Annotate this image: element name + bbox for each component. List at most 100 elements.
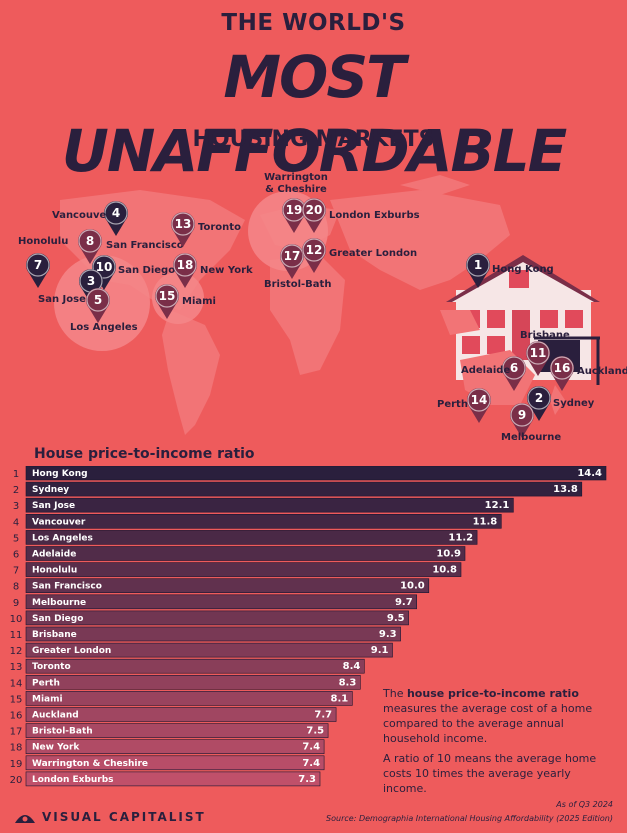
- bar-row: 1 Hong Kong 14.4: [13, 466, 607, 481]
- pin-marker-icon: [509, 403, 534, 438]
- bar: [25, 562, 462, 577]
- bar-row: 3 San Jose 12.1: [13, 497, 514, 513]
- pin-rank: 13: [175, 217, 192, 231]
- bar: [25, 675, 361, 690]
- pin-rank: 10: [96, 260, 113, 274]
- bar-value: 10.8: [432, 565, 457, 576]
- as-of-date: As of Q3 2024: [556, 800, 613, 809]
- bar-label: Greater London: [32, 646, 111, 656]
- bar-row: 14 Perth 8.3: [10, 675, 361, 690]
- bar-label: Perth: [32, 678, 60, 688]
- bar-rank: 17: [10, 727, 23, 738]
- bar-rank: 8: [13, 582, 19, 593]
- map-pin-london-exburbs: 20 London Exburbs: [301, 198, 420, 233]
- bar-value: 8.1: [331, 693, 349, 704]
- bar-value: 7.5: [306, 726, 324, 737]
- bar-label: San Jose: [32, 501, 75, 511]
- map-pin-melbourne: 9 Melbourne: [501, 403, 561, 443]
- bar-row: 15 Miami 8.1: [10, 691, 353, 706]
- bar-value: 7.4: [302, 758, 320, 769]
- bar-rank: 10: [10, 614, 23, 625]
- brand-logo: VISUAL CAPITALIST: [14, 810, 206, 824]
- pin-label: Perth: [437, 399, 468, 410]
- pin-marker-icon: [301, 238, 326, 273]
- bar-rank: 3: [13, 501, 19, 512]
- bar-label: San Diego: [32, 614, 83, 624]
- bar: [25, 546, 466, 561]
- note-ratio-definition: The house price-to-income ratio measures…: [383, 686, 611, 746]
- bar-rank: 19: [10, 759, 23, 770]
- bar-label: Bristol-Bath: [32, 727, 93, 737]
- pin-marker-icon: [86, 288, 110, 323]
- map-pin-sydney: 2 Sydney: [526, 386, 595, 421]
- bar-row: 7 Honolulu 10.8: [13, 562, 462, 577]
- bar: [25, 658, 365, 674]
- map-pin-san-diego: 10 San Diego: [92, 255, 175, 290]
- pin-rank: 1: [474, 258, 482, 272]
- bar-value: 12.1: [485, 500, 510, 511]
- map-pin-los-angeles: 5 Los Angeles: [70, 288, 138, 333]
- bar-row: 17 Bristol-Bath 7.5: [10, 723, 329, 738]
- pin-label: San Jose: [38, 294, 86, 305]
- bar-label: Toronto: [32, 662, 71, 672]
- bar-value: 7.3: [298, 774, 316, 785]
- bar-value: 9.1: [371, 645, 389, 656]
- map-pin-auckland: 16 Auckland: [550, 356, 627, 391]
- pin-label: Hong Kong: [492, 264, 554, 275]
- pin-marker-icon: [502, 356, 527, 391]
- pin-label: Warrington & Cheshire: [264, 172, 328, 195]
- map-pin-new-york: 18 New York: [173, 253, 253, 288]
- pin-rank: 12: [306, 243, 323, 257]
- pin-marker-icon: [79, 269, 104, 304]
- bar: [25, 578, 430, 593]
- pin-rank: 5: [94, 293, 102, 307]
- bar-rank: 16: [10, 711, 23, 722]
- pin-rank: 17: [284, 249, 301, 263]
- pin-label: London Exburbs: [329, 210, 420, 221]
- map-pin-miami: 15 Miami: [155, 284, 216, 319]
- pin-rank: 8: [86, 234, 94, 248]
- bar-label: Sydney: [32, 485, 69, 495]
- bar-rank: 4: [13, 517, 19, 528]
- map-pin-brisbane: 11 Brisbane: [520, 330, 570, 376]
- bar: [25, 497, 514, 513]
- bar-value: 9.3: [379, 629, 397, 640]
- title-line-2: MOST UNAFFORDABLE: [61, 43, 568, 185]
- bar-row: 5 Los Angeles 11.2: [13, 530, 478, 545]
- pin-rank: 11: [530, 346, 547, 360]
- pin-label: Bristol-Bath: [264, 279, 331, 290]
- pin-label: Honolulu: [18, 236, 68, 247]
- title-line-1: THE WORLD'S: [221, 10, 406, 36]
- bar-value: 11.8: [473, 516, 498, 527]
- bar-row: 9 Melbourne 9.7: [13, 594, 418, 610]
- pin-rank: 20: [306, 203, 323, 217]
- pin-marker-icon: [281, 198, 306, 233]
- bar-row: 11 Brisbane 9.3: [10, 626, 401, 642]
- pin-marker-icon: [550, 356, 575, 391]
- pin-label: Adelaide: [461, 365, 510, 376]
- pin-label: New York: [200, 265, 253, 276]
- map-pin-warrington-cheshire: 19 Warrington & Cheshire: [264, 172, 328, 233]
- pin-label: San Francisco: [106, 240, 184, 251]
- bar-rank: 2: [13, 485, 19, 496]
- bar-label: Vancouver: [32, 517, 86, 527]
- bar-row: 16 Auckland 7.7: [10, 707, 337, 722]
- bar: [25, 642, 393, 658]
- map-pin-greater-london: 12 Greater London: [301, 238, 417, 273]
- bar-rank: 18: [10, 743, 23, 754]
- bar-value: 14.4: [577, 468, 602, 479]
- bar: [25, 530, 478, 545]
- bar-rank: 12: [10, 646, 23, 657]
- bar-row: 2 Sydney 13.8: [13, 481, 583, 497]
- pin-marker-icon: [526, 341, 551, 376]
- pin-marker-icon: [104, 201, 128, 236]
- title-line-3: HOUSING MARKETS: [192, 127, 435, 152]
- bar-row: 13 Toronto 8.4: [10, 658, 365, 674]
- bar-label: San Francisco: [32, 582, 102, 592]
- bar-row: 19 Warrington & Cheshire 7.4: [10, 755, 325, 771]
- bar-value: 7.4: [302, 742, 320, 753]
- bar: [25, 755, 325, 771]
- bar-label: Melbourne: [32, 598, 86, 608]
- bar: [25, 707, 337, 722]
- bar-label: New York: [32, 743, 80, 753]
